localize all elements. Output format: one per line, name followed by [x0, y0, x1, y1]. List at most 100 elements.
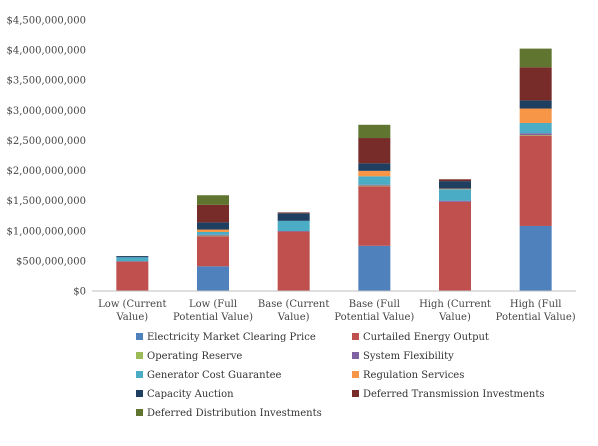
- bar-stack: [277, 212, 310, 291]
- y-tick-label: $2,000,000,000: [6, 166, 86, 177]
- x-tick-label: Low (Full: [189, 299, 237, 310]
- x-tick-label: Value): [277, 312, 310, 323]
- legend-label: Capacity Auction: [147, 389, 234, 400]
- y-tick-label: $1,500,000,000: [6, 196, 86, 207]
- legend-label: Curtailed Energy Output: [363, 332, 489, 343]
- bar-segment: [277, 231, 310, 291]
- bar-segment: [519, 100, 552, 109]
- bar-segment: [197, 235, 229, 237]
- legend-label: Operating Reserve: [147, 351, 242, 362]
- bar-segment: [358, 170, 391, 177]
- legend-item: System Flexibility: [352, 351, 454, 362]
- legend-item: Operating Reserve: [136, 351, 242, 362]
- legend-swatch: [352, 333, 359, 340]
- legend-item: Deferred Transmission Investments: [352, 389, 544, 400]
- bars: [116, 48, 552, 291]
- bar-segment: [519, 108, 552, 123]
- y-tick-label: $3,000,000,000: [6, 106, 86, 117]
- bar-segment: [439, 201, 471, 291]
- bar-segment: [197, 236, 229, 267]
- bar-segment: [439, 179, 471, 182]
- bar-segment: [197, 266, 229, 291]
- bar-segment: [197, 204, 229, 223]
- x-axis: Low (Current Value) Low (Full Potential Val…: [92, 290, 576, 323]
- legend-item: Curtailed Energy Output: [352, 332, 489, 343]
- x-tick-label: Potential Value): [334, 312, 414, 323]
- bar-segment: [519, 48, 552, 68]
- bar-segment: [519, 122, 552, 134]
- bar-stack: [116, 256, 149, 291]
- y-tick-label: $4,000,000,000: [6, 46, 86, 57]
- bar-segment: [197, 222, 229, 230]
- legend-swatch: [352, 390, 359, 397]
- bar-segment: [519, 133, 552, 136]
- x-tick-label: Value): [115, 312, 148, 323]
- bar-segment: [519, 67, 552, 101]
- x-tick-label: Base (Current: [258, 299, 329, 310]
- legend-label: Electricity Market Clearing Price: [147, 332, 316, 343]
- bar-segment: [519, 135, 552, 226]
- legend-label: System Flexibility: [363, 351, 454, 362]
- y-tick-label: $1,000,000,000: [6, 226, 86, 237]
- y-axis: $0 $500,000,000 $1,000,000,000 $1,500,000,0…: [6, 16, 86, 298]
- bar-segment: [358, 186, 391, 246]
- y-tick-label: $3,500,000,000: [6, 76, 86, 87]
- bar-segment: [439, 189, 471, 201]
- bar-segment: [277, 213, 310, 221]
- x-tick-label: Low (Current: [98, 299, 166, 310]
- bar-segment: [197, 195, 229, 205]
- y-tick-label: $500,000,000: [16, 256, 86, 267]
- y-tick-label: $4,500,000,000: [6, 16, 86, 27]
- bar-segment: [519, 135, 552, 136]
- bar-segment: [358, 176, 391, 185]
- bar-segment: [197, 229, 229, 232]
- bar-segment: [277, 231, 310, 232]
- bar-segment: [439, 188, 471, 190]
- legend-swatch: [136, 390, 143, 397]
- bar-segment: [519, 225, 552, 291]
- bar-segment: [439, 200, 471, 202]
- bar-segment: [358, 185, 391, 187]
- bar-segment: [277, 220, 310, 232]
- bar-segment: [358, 184, 391, 186]
- legend-label: Deferred Transmission Investments: [363, 389, 544, 400]
- legend-swatch: [136, 352, 143, 359]
- legend-item: Regulation Services: [352, 370, 464, 381]
- x-tick-label: Potential Value): [496, 312, 576, 323]
- legend-label: Deferred Distribution Investments: [147, 408, 322, 419]
- bar-stack: [197, 195, 229, 291]
- bar-segment: [358, 138, 391, 164]
- bar-segment: [197, 231, 229, 235]
- legend-item: Generator Cost Guarantee: [136, 370, 282, 381]
- legend-swatch: [136, 333, 143, 340]
- bar-segment: [116, 257, 149, 262]
- bar-segment: [116, 261, 149, 262]
- bar-segment: [358, 163, 391, 171]
- bar-segment: [116, 256, 149, 258]
- x-tick-label: High (Full: [510, 299, 562, 310]
- bar-segment: [358, 245, 391, 291]
- legend-item: Electricity Market Clearing Price: [136, 332, 316, 343]
- bar-segment: [358, 124, 391, 139]
- legend-item: Capacity Auction: [136, 389, 234, 400]
- legend-label: Regulation Services: [363, 370, 464, 381]
- bar-stack: [358, 124, 391, 291]
- bar-stack: [519, 48, 552, 291]
- bar-segment: [197, 234, 229, 236]
- y-tick-label: $0: [73, 287, 86, 298]
- bar-segment: [116, 261, 149, 291]
- y-tick-label: $2,500,000,000: [6, 136, 86, 147]
- legend: Electricity Market Clearing Price Curtail…: [136, 332, 544, 419]
- x-tick-label: High (Current: [419, 299, 491, 310]
- legend-item: Deferred Distribution Investments: [136, 408, 322, 419]
- x-tick-label: Base (Full: [349, 299, 400, 310]
- x-tick-label: Potential Value): [173, 312, 253, 323]
- legend-label: Generator Cost Guarantee: [147, 370, 282, 381]
- legend-swatch: [352, 371, 359, 378]
- legend-swatch: [136, 371, 143, 378]
- x-tick-label: Value): [438, 312, 471, 323]
- legend-swatch: [136, 409, 143, 416]
- bar-segment: [277, 212, 310, 214]
- legend-swatch: [352, 352, 359, 359]
